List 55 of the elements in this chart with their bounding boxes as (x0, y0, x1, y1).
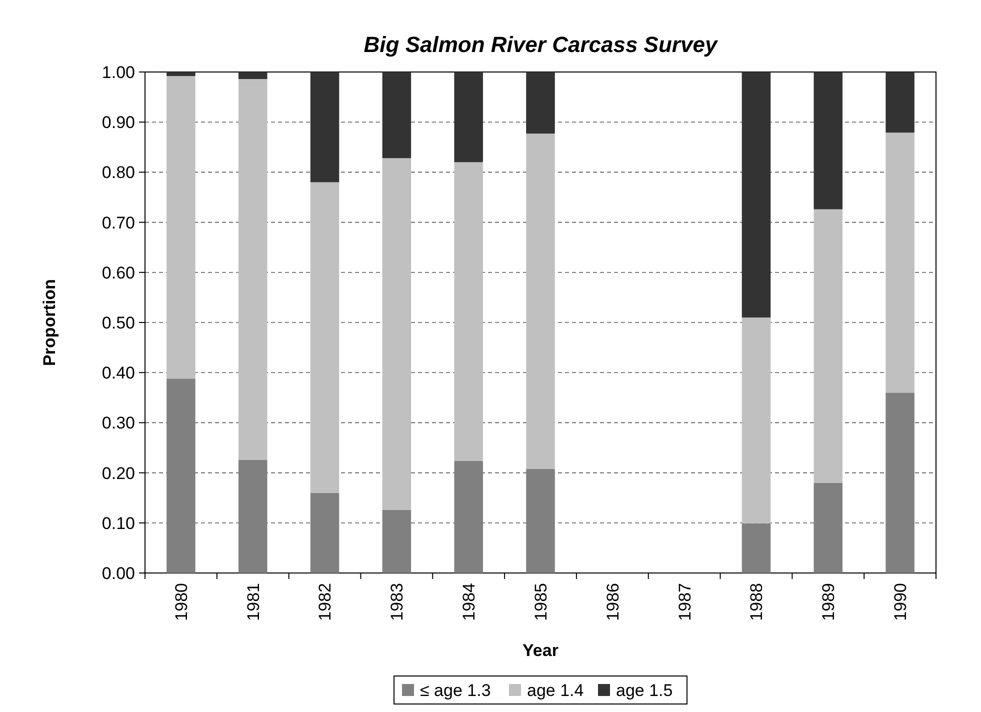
bar (310, 492, 340, 573)
bar (382, 72, 412, 158)
bar (814, 482, 843, 573)
y-tick-label: 0.10 (102, 514, 135, 533)
bar (310, 72, 340, 182)
bar (382, 510, 412, 573)
bar (886, 132, 914, 393)
bar (742, 72, 771, 318)
y-tick-label: 0.90 (102, 113, 135, 132)
bar (454, 460, 483, 573)
y-axis-title: Proportion (40, 279, 59, 366)
bar (238, 72, 268, 80)
bar (742, 523, 771, 573)
bar (886, 392, 914, 573)
y-tick-label: 0.20 (102, 464, 135, 483)
y-tick-label: 1.00 (102, 62, 135, 82)
bar (814, 72, 843, 210)
bar (526, 72, 555, 134)
bar (310, 182, 340, 493)
x-tick-label: 1990 (890, 583, 910, 621)
x-tick-label: 1986 (603, 583, 622, 621)
x-tick-label: 1989 (819, 583, 838, 621)
x-tick-label: 1983 (388, 583, 407, 621)
bar (454, 162, 483, 461)
bar (454, 72, 483, 162)
x-tick-label: 1982 (316, 583, 335, 621)
y-tick-label: 0.30 (102, 414, 135, 433)
x-axis-title: Year (522, 641, 559, 660)
legend-label: age 1.5 (616, 680, 673, 700)
y-tick-label: 0.80 (102, 163, 135, 182)
x-tick-label: 1988 (747, 583, 766, 621)
x-tick-label: 1987 (675, 583, 694, 621)
bar (238, 79, 268, 460)
bar (166, 76, 196, 379)
x-tick-label: 1980 (172, 583, 191, 621)
bar (742, 317, 771, 524)
bar (886, 72, 914, 133)
bar (166, 378, 196, 573)
y-tick-label: 0.60 (102, 263, 135, 282)
y-tick-label: 0.40 (102, 364, 135, 383)
chart-title: Big Salmon River Carcass Survey (364, 32, 719, 57)
x-tick-label: 1981 (244, 583, 263, 621)
bar (526, 134, 555, 469)
legend-label: ≤ age 1.3 (420, 680, 491, 700)
x-tick-label: 1985 (531, 583, 550, 621)
y-tick-label: 0.00 (102, 564, 135, 583)
bar (166, 72, 196, 76)
bar (382, 158, 412, 510)
y-tick-label: 0.70 (102, 213, 135, 232)
y-tick-label: 0.50 (102, 313, 135, 332)
bar (238, 460, 268, 573)
bar (526, 468, 555, 573)
x-tick-label: 1984 (460, 583, 479, 621)
bar (814, 209, 843, 483)
legend-label: age 1.4 (527, 680, 584, 700)
